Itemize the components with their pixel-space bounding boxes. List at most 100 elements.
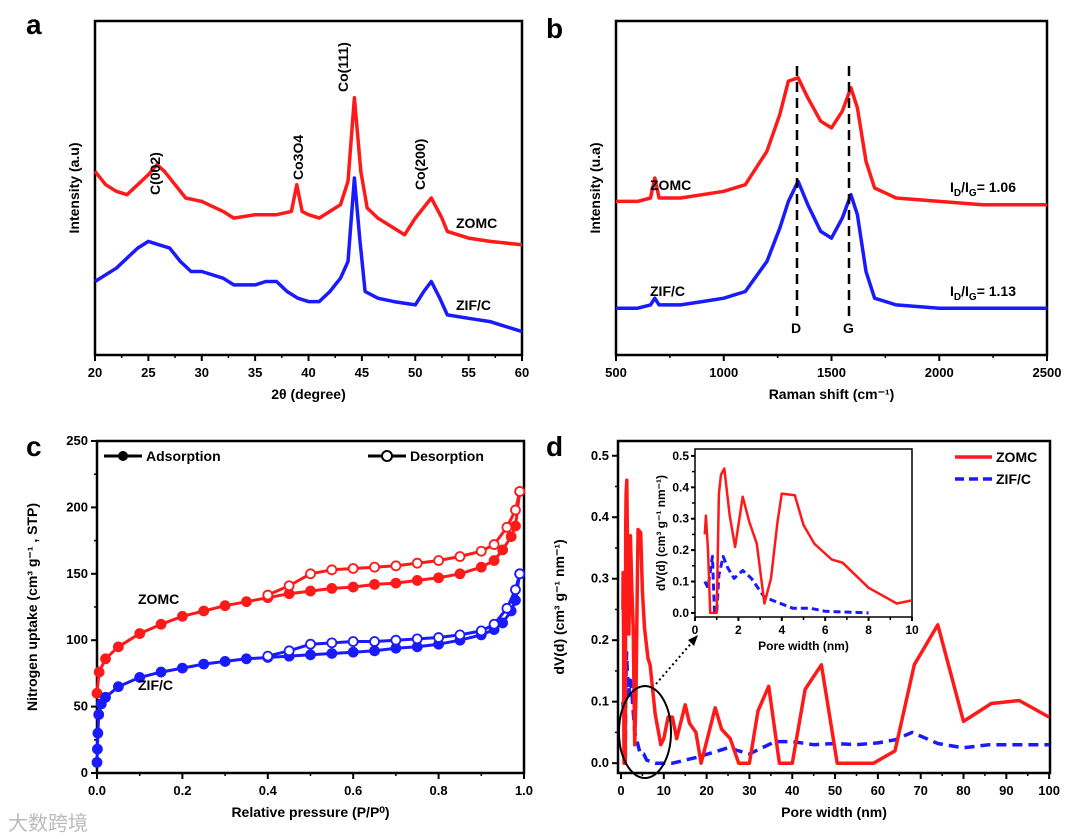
x-tick-label: 70	[913, 783, 927, 798]
data-point-zif-c-adsorption	[326, 648, 338, 659]
plot-frame	[694, 448, 913, 618]
x-tick-label: 50	[828, 783, 842, 798]
plot-frame	[95, 439, 526, 775]
data-point-zomc-desorption	[501, 521, 513, 533]
data-point-zif-c-desorption	[475, 625, 487, 637]
x-tick-label: 0.2	[173, 783, 191, 798]
y-tick-label: 0.2	[591, 632, 609, 647]
arrow-head-icon	[688, 635, 698, 646]
series-label-zifc: ZIF/C	[456, 297, 491, 313]
data-point-zomc-desorption	[411, 557, 423, 569]
zoom-callout	[618, 635, 698, 779]
series-label-zomc: ZOMC	[138, 591, 179, 607]
data-point-zif-c-desorption	[501, 602, 513, 614]
data-point-zif-c-adsorption	[92, 727, 104, 739]
panel-label-d: d	[546, 431, 563, 462]
data-point-zif-c-adsorption	[176, 662, 188, 674]
x-tick-label: 20	[88, 365, 102, 380]
data-point-zomc-adsorption	[454, 568, 466, 580]
data-point-zif-c-adsorption	[92, 743, 103, 755]
x-axis-title: 2θ (degree)	[271, 386, 345, 402]
panel-d-inset: 0 2 4 6 8 10 0.0 0.1 0.2 0.3 0.4 0.5 Pore width (nm)…	[654, 448, 919, 653]
x-tick-label: 90	[999, 783, 1013, 798]
data-point-zif-c-adsorption	[241, 653, 252, 665]
panel-label-b: b	[546, 13, 563, 44]
data-point-zomc-adsorption	[505, 531, 517, 543]
y-axis-title: Intensity (u.a)	[587, 142, 603, 233]
series-label-zomc: ZOMC	[650, 177, 691, 193]
x-tick-label: 55	[461, 365, 475, 380]
y-axis-title: dV(d) (cm³ g⁻¹ nm⁻¹)	[654, 475, 668, 591]
data-point-zomc-adsorption	[510, 520, 521, 532]
x-tick-label: 60	[871, 783, 885, 798]
y-tick-label: 0.5	[591, 448, 609, 463]
data-point-zif-c-adsorption	[134, 671, 146, 683]
x-tick-label: 0	[692, 623, 699, 637]
x-axis-title: Raman shift (cm⁻¹)	[769, 386, 895, 402]
panel-b-annotations: D G ZOMC ZIF/C ID/IG= 1.06 ID/IG= 1.13	[650, 66, 1016, 336]
data-point-zif-c-adsorption	[155, 666, 167, 678]
x-tick-label: 80	[956, 783, 970, 798]
data-point-zif-c-adsorption	[91, 756, 103, 768]
svg-text:Desorption: Desorption	[410, 448, 484, 464]
panel-a-annotations: C(002) Co3O4 Co(111) Co(200) ZOMC ZIF/C	[147, 42, 497, 313]
data-point-zif-c-desorption	[326, 637, 338, 649]
data-point-zomc-adsorption	[433, 572, 445, 584]
data-point-zif-c-adsorption	[93, 709, 105, 720]
y-tick-label: 0.4	[591, 509, 610, 524]
data-point-zif-c-desorption	[433, 632, 445, 643]
open-circle-marker	[381, 450, 393, 462]
data-point-zif-c-desorption	[262, 650, 274, 662]
data-point-zif-c-adsorption	[369, 645, 380, 657]
x-tick-label: 2000	[925, 365, 954, 380]
legend-adsorption: Adsorption	[104, 448, 221, 464]
watermark: 大数跨境	[8, 812, 88, 835]
series-label-zifc: ZIF/C	[650, 283, 685, 299]
x-axis-title: Relative pressure (P/P⁰)	[231, 804, 389, 820]
panel-label-a: a	[26, 9, 42, 40]
data-point-zomc-adsorption	[326, 583, 338, 594]
series-line-zifc	[94, 176, 523, 334]
panel-c-isotherm: 0.0 0.2 0.4 0.6 0.8 1.0 0 50 100 150 200 250 Relativ…	[24, 433, 533, 820]
data-point-zif-c-desorption	[514, 568, 526, 580]
y-tick-label: 150	[66, 566, 88, 581]
x-tick-label: 1500	[817, 365, 846, 380]
x-axis-title: Pore width (nm)	[758, 639, 849, 653]
data-point-zomc-desorption	[454, 551, 466, 562]
x-tick-label: 4	[778, 623, 785, 637]
inset-series-line-zifc	[703, 554, 869, 615]
x-tick-label: 1000	[709, 365, 738, 380]
data-point-zomc-adsorption	[112, 641, 124, 653]
data-point-zomc-adsorption	[100, 653, 111, 665]
y-tick-label: 50	[74, 699, 88, 714]
data-point-zif-c-desorption	[411, 633, 423, 645]
y-tick-label: 0.5	[672, 449, 689, 463]
data-point-zomc-desorption	[305, 568, 316, 580]
data-point-zomc-adsorption	[155, 618, 167, 630]
plot-frame	[616, 439, 1052, 775]
x-tick-label: 2500	[1033, 365, 1062, 380]
data-point-zomc-adsorption	[198, 605, 210, 617]
x-tick-label: 1.0	[515, 783, 533, 798]
data-point-zif-c-desorption	[369, 636, 380, 647]
data-point-zomc-desorption	[514, 486, 526, 497]
x-tick-label: 10	[657, 783, 671, 798]
data-point-zomc-adsorption	[497, 544, 509, 556]
data-point-zomc-adsorption	[93, 666, 105, 678]
data-point-zif-c-desorption	[488, 618, 500, 630]
y-tick-label: 0.4	[672, 480, 689, 494]
legend-desorption: Desorption	[368, 448, 484, 464]
data-point-zif-c-desorption	[454, 629, 466, 641]
data-point-zomc-desorption	[262, 589, 274, 601]
data-point-zomc-desorption	[326, 564, 338, 576]
data-point-zomc-adsorption	[475, 561, 487, 573]
data-point-zomc-adsorption	[488, 555, 500, 566]
x-tick-label: 2	[735, 623, 742, 637]
x-tick-label: 20	[699, 783, 713, 798]
x-tick-label: 45	[355, 365, 369, 380]
y-axis-title: dV(d) (cm³ g⁻¹ nm⁻¹)	[551, 539, 567, 674]
inset-series-line-zomc	[703, 467, 913, 615]
y-tick-label: 0.3	[591, 571, 609, 586]
ratio-label-zomc: ID/IG= 1.06	[950, 179, 1016, 199]
